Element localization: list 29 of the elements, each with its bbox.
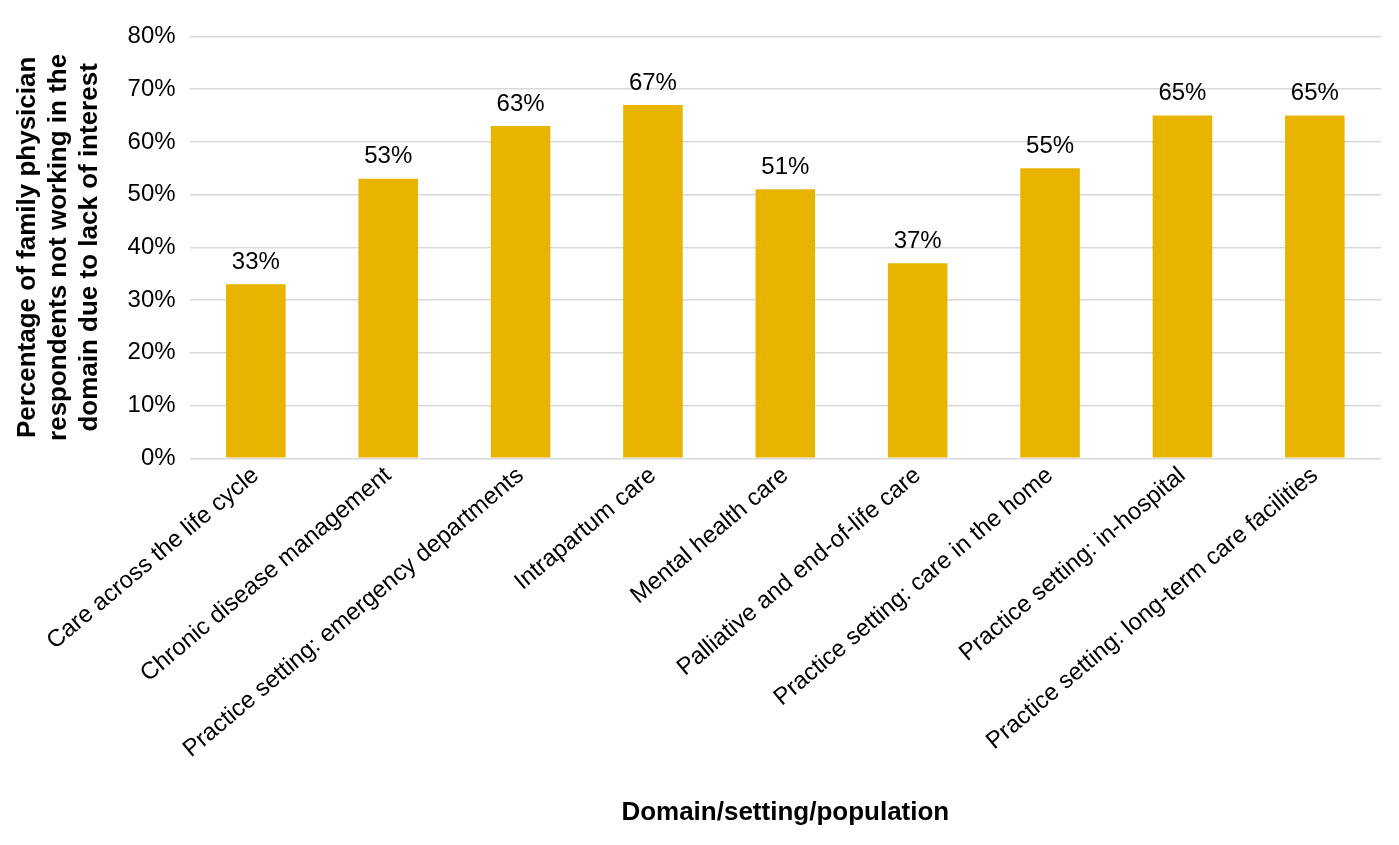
data-label: 33% bbox=[231, 246, 280, 274]
data-label: 37% bbox=[893, 225, 942, 253]
y-tick-label: 20% bbox=[127, 337, 176, 365]
bar bbox=[623, 104, 683, 458]
y-tick-label: 50% bbox=[127, 179, 176, 207]
y-tick-label: 10% bbox=[127, 390, 176, 418]
y-axis-title: Percentage of family physician respondents not working in the domain due to lack of interest bbox=[10, 53, 104, 441]
data-label: 65% bbox=[1158, 78, 1207, 106]
y-tick-label: 0% bbox=[140, 442, 176, 470]
y-tick-label: 40% bbox=[127, 232, 176, 259]
bar bbox=[490, 126, 551, 458]
y-tick-label: 30% bbox=[127, 284, 176, 312]
x-axis-title: Domain/setting/population bbox=[621, 795, 950, 826]
data-label: 51% bbox=[761, 151, 810, 179]
bar bbox=[358, 178, 418, 458]
bar bbox=[887, 263, 948, 458]
bar bbox=[1285, 115, 1345, 458]
bar bbox=[1020, 168, 1080, 458]
data-label: 55% bbox=[1026, 130, 1075, 158]
data-label: 67% bbox=[628, 67, 677, 95]
y-tick-label: 60% bbox=[127, 126, 176, 154]
data-label: 63% bbox=[496, 88, 545, 116]
data-label: 65% bbox=[1290, 78, 1339, 106]
bar bbox=[1152, 115, 1213, 458]
y-tick-label: 80% bbox=[127, 21, 176, 49]
bar bbox=[226, 284, 286, 458]
bar bbox=[755, 189, 816, 458]
y-tick-label: 70% bbox=[127, 73, 176, 101]
data-label: 53% bbox=[364, 141, 413, 169]
